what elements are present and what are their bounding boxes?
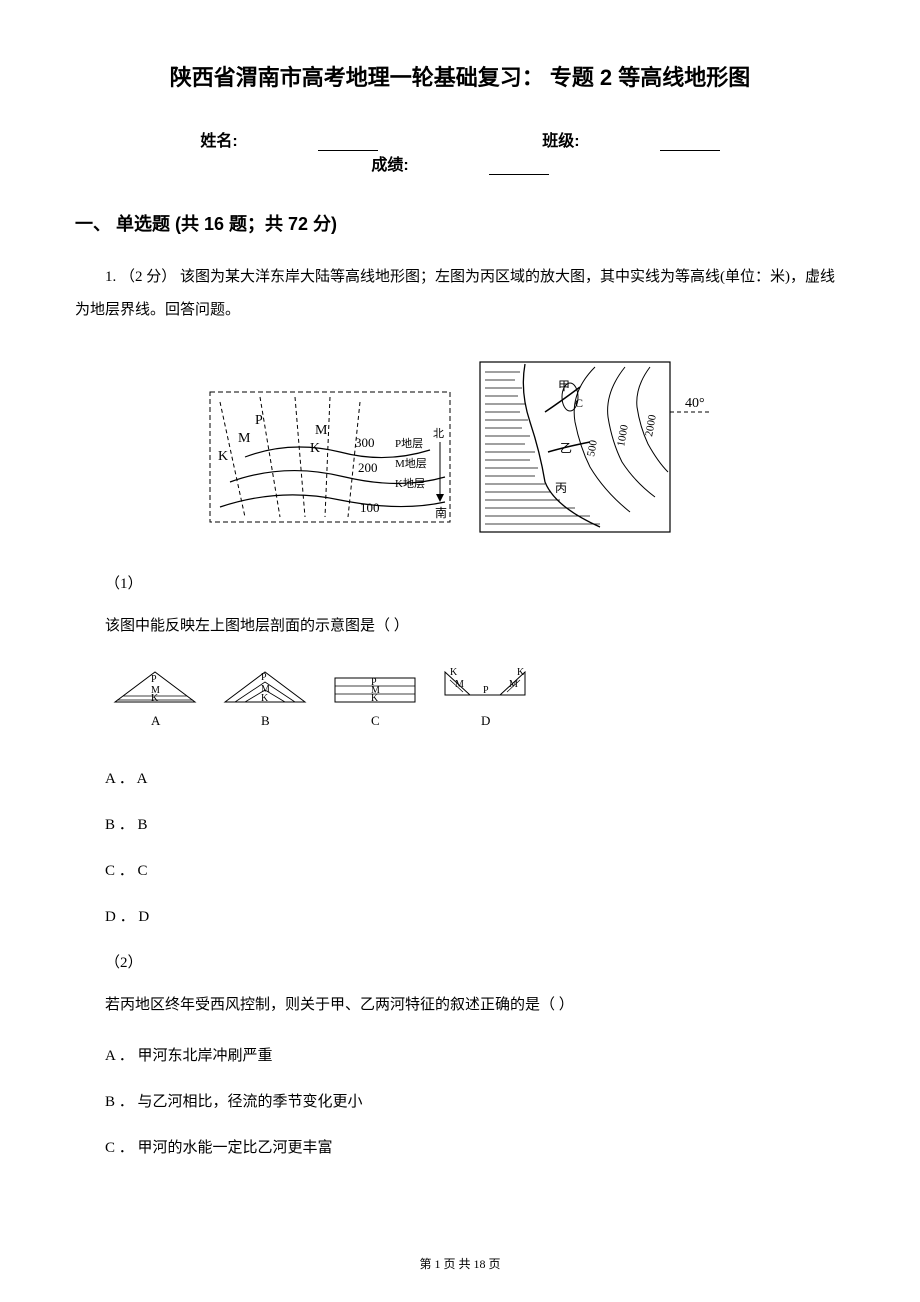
score-label: 成绩: [371,157,408,174]
label-bing: 丙 [555,481,567,495]
legend-K: K地层 [395,477,425,490]
info-row: 姓名: 班级: 成绩: [75,127,845,175]
class-blank[interactable] [660,135,720,151]
left-panel: P M K M K 300 200 100 P地层 M地层 K地层 南 北 [210,392,450,522]
svg-text:B: B [261,713,270,728]
section-header: 一、 单选题 (共 16 题；共 72 分) [75,210,845,236]
label-M2: M [315,423,328,438]
name-blank[interactable] [318,135,378,151]
option-diagram-A: P M K A [115,672,195,728]
right-panel: 甲 C 乙 丙 500 1000 2000 40° [480,362,710,532]
legend-M: M地层 [395,457,427,470]
svg-text:P: P [261,672,267,683]
option-diagram-C: P M K C [335,677,415,728]
label-M: M [238,431,251,446]
svg-text:K: K [371,693,379,704]
label-100: 100 [360,500,380,515]
page-title: 陕西省渭南市高考地理一轮基础复习： 专题 2 等高线地形图 [75,60,845,92]
page-footer: 第 1 页 共 18 页 [0,1255,920,1272]
label-300: 300 [355,435,375,450]
svg-text:K: K [517,667,525,678]
option-A[interactable]: A ． A [105,767,845,788]
question-intro: 1. （2 分） 该图为某大洋东岸大陆等高线地形图；左图为丙区域的放大图，其中实… [75,261,845,327]
legend-P: P地层 [395,437,423,450]
svg-text:A: A [151,713,161,728]
label-2000: 2000 [643,413,659,437]
label-200: 200 [358,460,378,475]
svg-text:K: K [450,667,458,678]
svg-text:C: C [371,713,380,728]
option-D[interactable]: D ． D [105,905,845,926]
label-lat: 40° [685,396,705,411]
option-2A[interactable]: A ． 甲河东北岸冲刷严重 [105,1044,845,1065]
class-label: 班级: [542,133,579,150]
label-jia: 甲 [558,379,570,393]
class-field: 班级: [502,133,759,150]
sub-question-2-text: 若丙地区终年受西风控制，则关于甲、乙两河特征的叙述正确的是（ ） [105,992,845,1019]
label-1000: 1000 [615,423,631,447]
svg-text:P: P [483,685,489,696]
options-figure: P M K A P M K B P M K C [105,660,845,742]
name-field: 姓名: [160,133,422,150]
svg-text:K: K [151,693,159,704]
svg-text:北: 北 [433,427,444,440]
score-blank[interactable] [489,159,549,175]
svg-text:P: P [151,674,157,685]
label-south: 南 [435,505,447,520]
sub-question-1-text: 该图中能反映左上图地层剖面的示意图是（ ） [105,613,845,640]
label-500: 500 [585,439,600,458]
svg-text:M: M [455,679,464,690]
sub-question-1-num: （1） [105,572,845,593]
option-2C[interactable]: C ． 甲河的水能一定比乙河更丰富 [105,1136,845,1157]
svg-text:M: M [509,679,518,690]
svg-text:C: C [575,396,583,410]
option-diagram-D: K M P K M D [445,667,525,728]
main-figure: P M K M K 300 200 100 P地层 M地层 K地层 南 北 [75,352,845,542]
score-field: 成绩: [331,157,588,174]
option-2B[interactable]: B ． 与乙河相比，径流的季节变化更小 [105,1090,845,1111]
sub-question-2-num: （2） [105,951,845,972]
option-B[interactable]: B ． B [105,813,845,834]
label-K: K [218,449,228,464]
name-label: 姓名: [200,133,237,150]
svg-text:K: K [261,693,269,704]
label-K2: K [310,441,320,456]
option-diagram-B: P M K B [225,672,305,728]
label-yi: 乙 [560,441,572,455]
svg-text:D: D [481,713,490,728]
label-P: P [255,413,263,428]
option-C[interactable]: C ． C [105,859,845,880]
